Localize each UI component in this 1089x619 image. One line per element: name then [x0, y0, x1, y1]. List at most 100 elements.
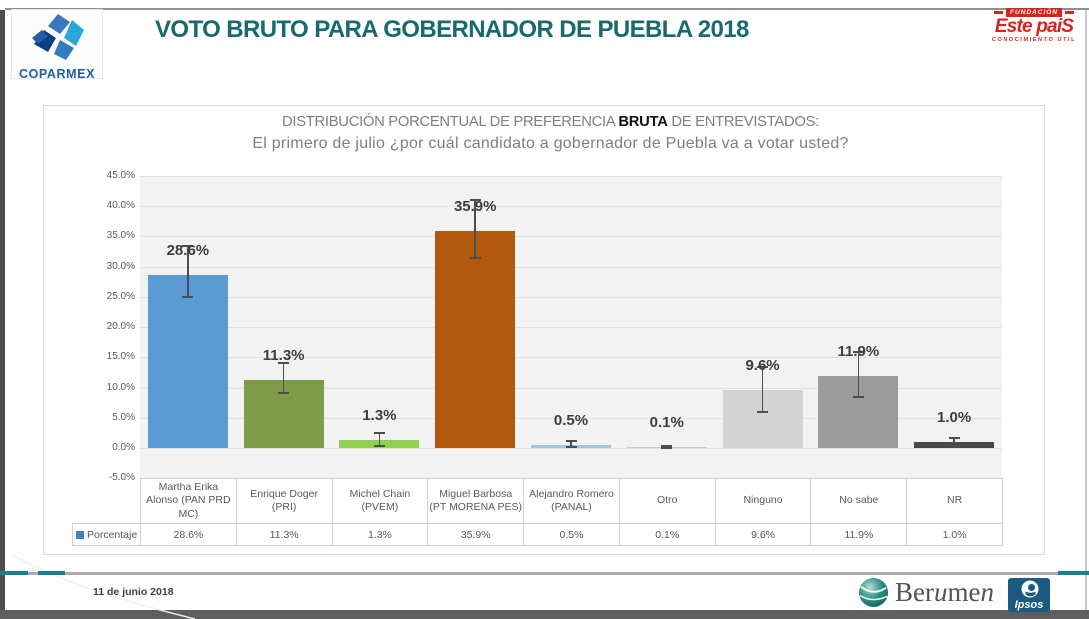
error-cap-bottom-martha-erika [182, 295, 194, 298]
legend-swatch [76, 530, 84, 539]
error-cap-bottom-michel-chain [373, 444, 385, 447]
table-value-2: 1.3% [331, 523, 429, 546]
error-bar-nr [953, 438, 955, 446]
error-bar-alejandro-romero [570, 441, 572, 448]
table-header-otro: Otro [618, 478, 716, 524]
table-value-4: 0.5% [523, 523, 620, 546]
table-value-5: 0.1% [618, 523, 716, 546]
y-axis-label: 5.0% [112, 411, 135, 423]
gridline [140, 206, 1002, 208]
y-axis-label: 20.0% [106, 321, 135, 333]
table-header-nr: NR [906, 478, 1003, 524]
gridline [140, 447, 1002, 449]
value-label-michel-chain: 1.3% [362, 407, 397, 425]
frame-top-line [5, 8, 1089, 10]
footer-teal-dash-1 [0, 571, 28, 575]
y-axis-label: 30.0% [106, 260, 135, 272]
gridline [140, 387, 1002, 389]
value-label-ninguno: 9.6% [745, 356, 780, 374]
table-value-6: 9.6% [714, 523, 812, 546]
error-cap-top-enrique-doger [278, 361, 290, 364]
estepais-fundacion: FUNDACIÓN [1006, 8, 1062, 17]
value-label-otro: 0.1% [649, 414, 684, 432]
gridline [140, 176, 1002, 177]
error-bar-michel-chain [378, 432, 381, 446]
table-header-enrique-doger: Enrique Doger (PRI) [235, 478, 333, 524]
error-cap-bottom-miguel-barbosa [469, 256, 481, 259]
coparmex-label: COPARMEX [18, 67, 96, 81]
ipsos-logo: Ipsos [1008, 578, 1050, 612]
footer-teal-dash-right [1058, 571, 1089, 575]
y-axis-label: 0.0% [112, 441, 135, 453]
estepais-dash-left [994, 11, 1003, 14]
bar-miguel-barbosa [435, 231, 516, 448]
table-header-alejandro-romero: Alejandro Romero (PANAL) [523, 478, 620, 524]
estepais-title: Este paiS [994, 16, 1074, 37]
chart-title-line1: DISTRIBUCIÓN PORCENTUAL DE PREFERENCIA B… [282, 114, 819, 130]
berumen-label: Berumen [895, 576, 994, 607]
error-cap-bottom-otro [661, 446, 673, 449]
error-cap-bottom-ninguno [757, 410, 769, 413]
bar-martha-erika [147, 275, 228, 448]
estepais-logo: FUNDACIÓN Este paiS CONOCIMIENTO ÚTIL [984, 8, 1084, 43]
value-label-martha-erika: 28.6% [166, 242, 210, 260]
frame-left-bar [0, 10, 5, 610]
error-bar-no-sabe [857, 351, 860, 398]
chart-title-line2: El primero de julio ¿por cuál candidato … [252, 135, 849, 152]
value-label-alejandro-romero: 0.5% [553, 411, 589, 429]
table-value-1: 11.3% [235, 523, 333, 546]
error-cap-top-no-sabe [852, 350, 864, 353]
table-header-martha-erika: Martha Erika Alonso (PAN PRD MC) [140, 478, 237, 524]
error-cap-top-ninguno [757, 365, 769, 368]
value-label-miguel-barbosa: 35.9% [453, 198, 497, 215]
berumen-logo: Berumen [858, 575, 1003, 609]
error-cap-bottom-no-sabe [852, 396, 864, 399]
table-header-ninguno: Ninguno [714, 478, 812, 524]
ipsos-label: Ipsos [1014, 599, 1044, 611]
error-cap-bottom-nr [948, 444, 960, 447]
table-header-miguel-barbosa: Miguel Barbosa (PT MORENA PES) [427, 478, 525, 524]
error-bar-miguel-barbosa [474, 200, 476, 258]
y-axis-label: 15.0% [106, 351, 135, 363]
table-value-7: 11.9% [810, 523, 908, 546]
error-cap-top-michel-chain [373, 431, 385, 434]
table-value-8: 1.0% [906, 523, 1003, 546]
error-cap-top-nr [948, 437, 960, 440]
page-title: VOTO BRUTO PARA GOBERNADOR DE PUEBLA 201… [155, 16, 749, 43]
legend-cell: Porcentaje [72, 523, 141, 546]
error-cap-top-otro [661, 445, 673, 448]
estepais-subtitle: CONOCIMIENTO ÚTIL [991, 37, 1077, 43]
error-bar-enrique-doger [282, 362, 285, 393]
y-axis-label: -5.0% [108, 472, 135, 484]
error-cap-top-martha-erika [182, 245, 194, 248]
y-axis-label: 40.0% [106, 200, 135, 212]
table-value-0: 28.6% [140, 523, 237, 546]
coparmex-logo: COPARMEX [11, 9, 103, 81]
gridline [140, 357, 1002, 359]
value-label-enrique-doger: 11.3% [262, 346, 305, 364]
table-value-3: 35.9% [427, 523, 525, 546]
gridline [140, 296, 1002, 298]
coparmex-emblem-icon [32, 14, 84, 60]
value-label-nr: 1.0% [937, 408, 972, 426]
error-cap-top-miguel-barbosa [469, 199, 481, 202]
frame-bottom-bar [0, 610, 1089, 619]
gridline [140, 417, 1002, 419]
error-cap-bottom-alejandro-romero [565, 446, 577, 449]
error-bar-martha-erika [187, 246, 189, 297]
ipsos-head-icon [1021, 580, 1039, 598]
gridline [140, 236, 1002, 238]
footer-divider-line [0, 572, 1058, 575]
footer-teal-dash-2 [38, 571, 65, 575]
error-cap-bottom-enrique-doger [278, 391, 290, 394]
gridline [140, 327, 1002, 329]
footer-date: 11 de junio 2018 [93, 586, 174, 598]
table-header-michel-chain: Michel Chain (PVEM) [331, 478, 429, 524]
decorative-arc [13, 555, 196, 619]
y-axis-label: 10.0% [106, 381, 135, 393]
gridline [140, 266, 1002, 268]
y-axis-label: 25.0% [106, 290, 135, 302]
frame-right-line [1085, 10, 1087, 610]
